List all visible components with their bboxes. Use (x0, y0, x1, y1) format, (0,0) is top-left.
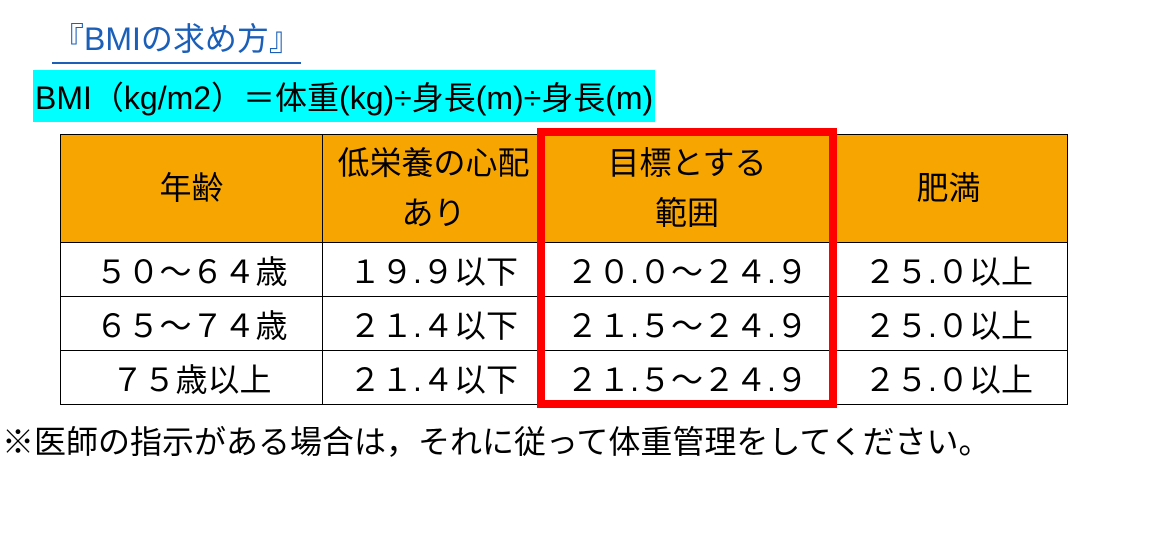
cell-target: ２１.５～２４.９ (545, 351, 830, 405)
bmi-table: 年齢 低栄養の心配あり 目標とする範囲 肥満 ５０～６４歳 １９.９以下 ２０.… (60, 134, 1068, 405)
table-header-row: 年齢 低栄養の心配あり 目標とする範囲 肥満 (61, 135, 1068, 243)
table-row: ７５歳以上 ２１.４以下 ２１.５～２４.９ ２５.０以上 (61, 351, 1068, 405)
cell-target: ２０.０～２４.９ (545, 243, 830, 297)
col-age-label: 年齢 (159, 170, 223, 206)
col-low: 低栄養の心配あり (323, 135, 545, 243)
col-target-label: 目標とする範囲 (607, 145, 766, 231)
col-low-label: 低栄養の心配あり (337, 145, 529, 231)
col-target: 目標とする範囲 (545, 135, 830, 243)
col-age: 年齢 (61, 135, 323, 243)
cell-obese: ２５.０以上 (830, 243, 1068, 297)
cell-low: ２１.４以下 (323, 351, 545, 405)
table-row: ５０～６４歳 １９.９以下 ２０.０～２４.９ ２５.０以上 (61, 243, 1068, 297)
table-row: ６５～７４歳 ２１.４以下 ２１.５～２４.９ ２５.０以上 (61, 297, 1068, 351)
cell-low: ２１.４以下 (323, 297, 545, 351)
cell-obese: ２５.０以上 (830, 351, 1068, 405)
bmi-formula: BMI（kg/m2）＝体重(kg)÷身長(m)÷身長(m) (33, 70, 655, 122)
cell-target: ２１.５～２４.９ (545, 297, 830, 351)
cell-low: １９.９以下 (323, 243, 545, 297)
cell-obese: ２５.０以上 (830, 297, 1068, 351)
cell-age: ５０～６４歳 (61, 243, 323, 297)
cell-age: ６５～７４歳 (61, 297, 323, 351)
bmi-table-wrapper: 年齢 低栄養の心配あり 目標とする範囲 肥満 ５０～６４歳 １９.９以下 ２０.… (60, 134, 1067, 405)
col-obese: 肥満 (830, 135, 1068, 243)
footnote: ※医師の指示がある場合は，それに従って体重管理をしてください。 (2, 417, 1155, 463)
page-title: 『BMIの求め方』 (52, 14, 301, 64)
cell-age: ７５歳以上 (61, 351, 323, 405)
col-obese-label: 肥満 (916, 170, 980, 206)
